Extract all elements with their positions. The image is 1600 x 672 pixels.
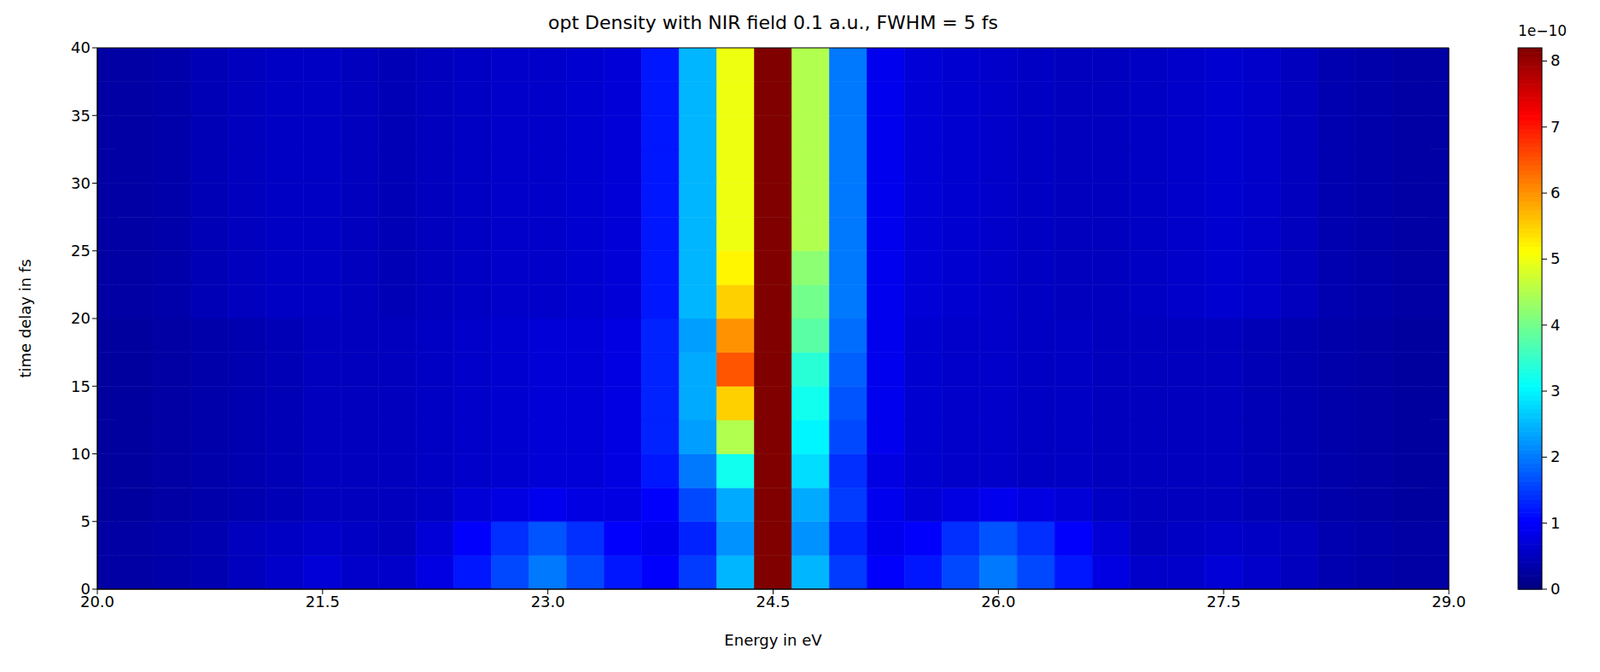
svg-text:0: 0 (81, 579, 91, 598)
svg-text:3: 3 (1550, 381, 1560, 400)
svg-text:5: 5 (81, 512, 91, 531)
svg-text:2: 2 (1550, 447, 1560, 466)
svg-text:25: 25 (70, 241, 91, 260)
svg-text:35: 35 (70, 106, 91, 125)
svg-text:1: 1 (1550, 513, 1560, 532)
svg-text:29.0: 29.0 (1431, 592, 1466, 611)
svg-text:23.0: 23.0 (531, 592, 566, 611)
svg-text:26.0: 26.0 (981, 592, 1016, 611)
svg-text:5: 5 (1550, 249, 1560, 268)
svg-text:time delay in fs: time delay in fs (16, 258, 35, 378)
svg-text:7: 7 (1550, 117, 1560, 136)
svg-text:1e−10: 1e−10 (1518, 22, 1567, 40)
svg-text:0: 0 (1550, 579, 1560, 598)
svg-text:15: 15 (70, 377, 91, 396)
svg-text:40: 40 (70, 38, 91, 57)
svg-text:10: 10 (70, 444, 91, 463)
html-text:opt Density with NIR field 0.1: opt Density with NIR field 0.1 a.u., FWH… (548, 11, 999, 34)
svg-text:20.0: 20.0 (80, 592, 115, 611)
svg-text:20: 20 (70, 309, 91, 328)
svg-text:30: 30 (70, 174, 91, 193)
svg-text:27.5: 27.5 (1206, 592, 1241, 611)
svg-text:4: 4 (1550, 315, 1560, 334)
svg-text:8: 8 (1550, 51, 1560, 70)
svg-text:6: 6 (1550, 183, 1560, 202)
svg-text:21.5: 21.5 (305, 592, 340, 611)
svg-text:24.5: 24.5 (755, 592, 790, 611)
svg-text:Energy in eV: Energy in eV (724, 630, 823, 649)
